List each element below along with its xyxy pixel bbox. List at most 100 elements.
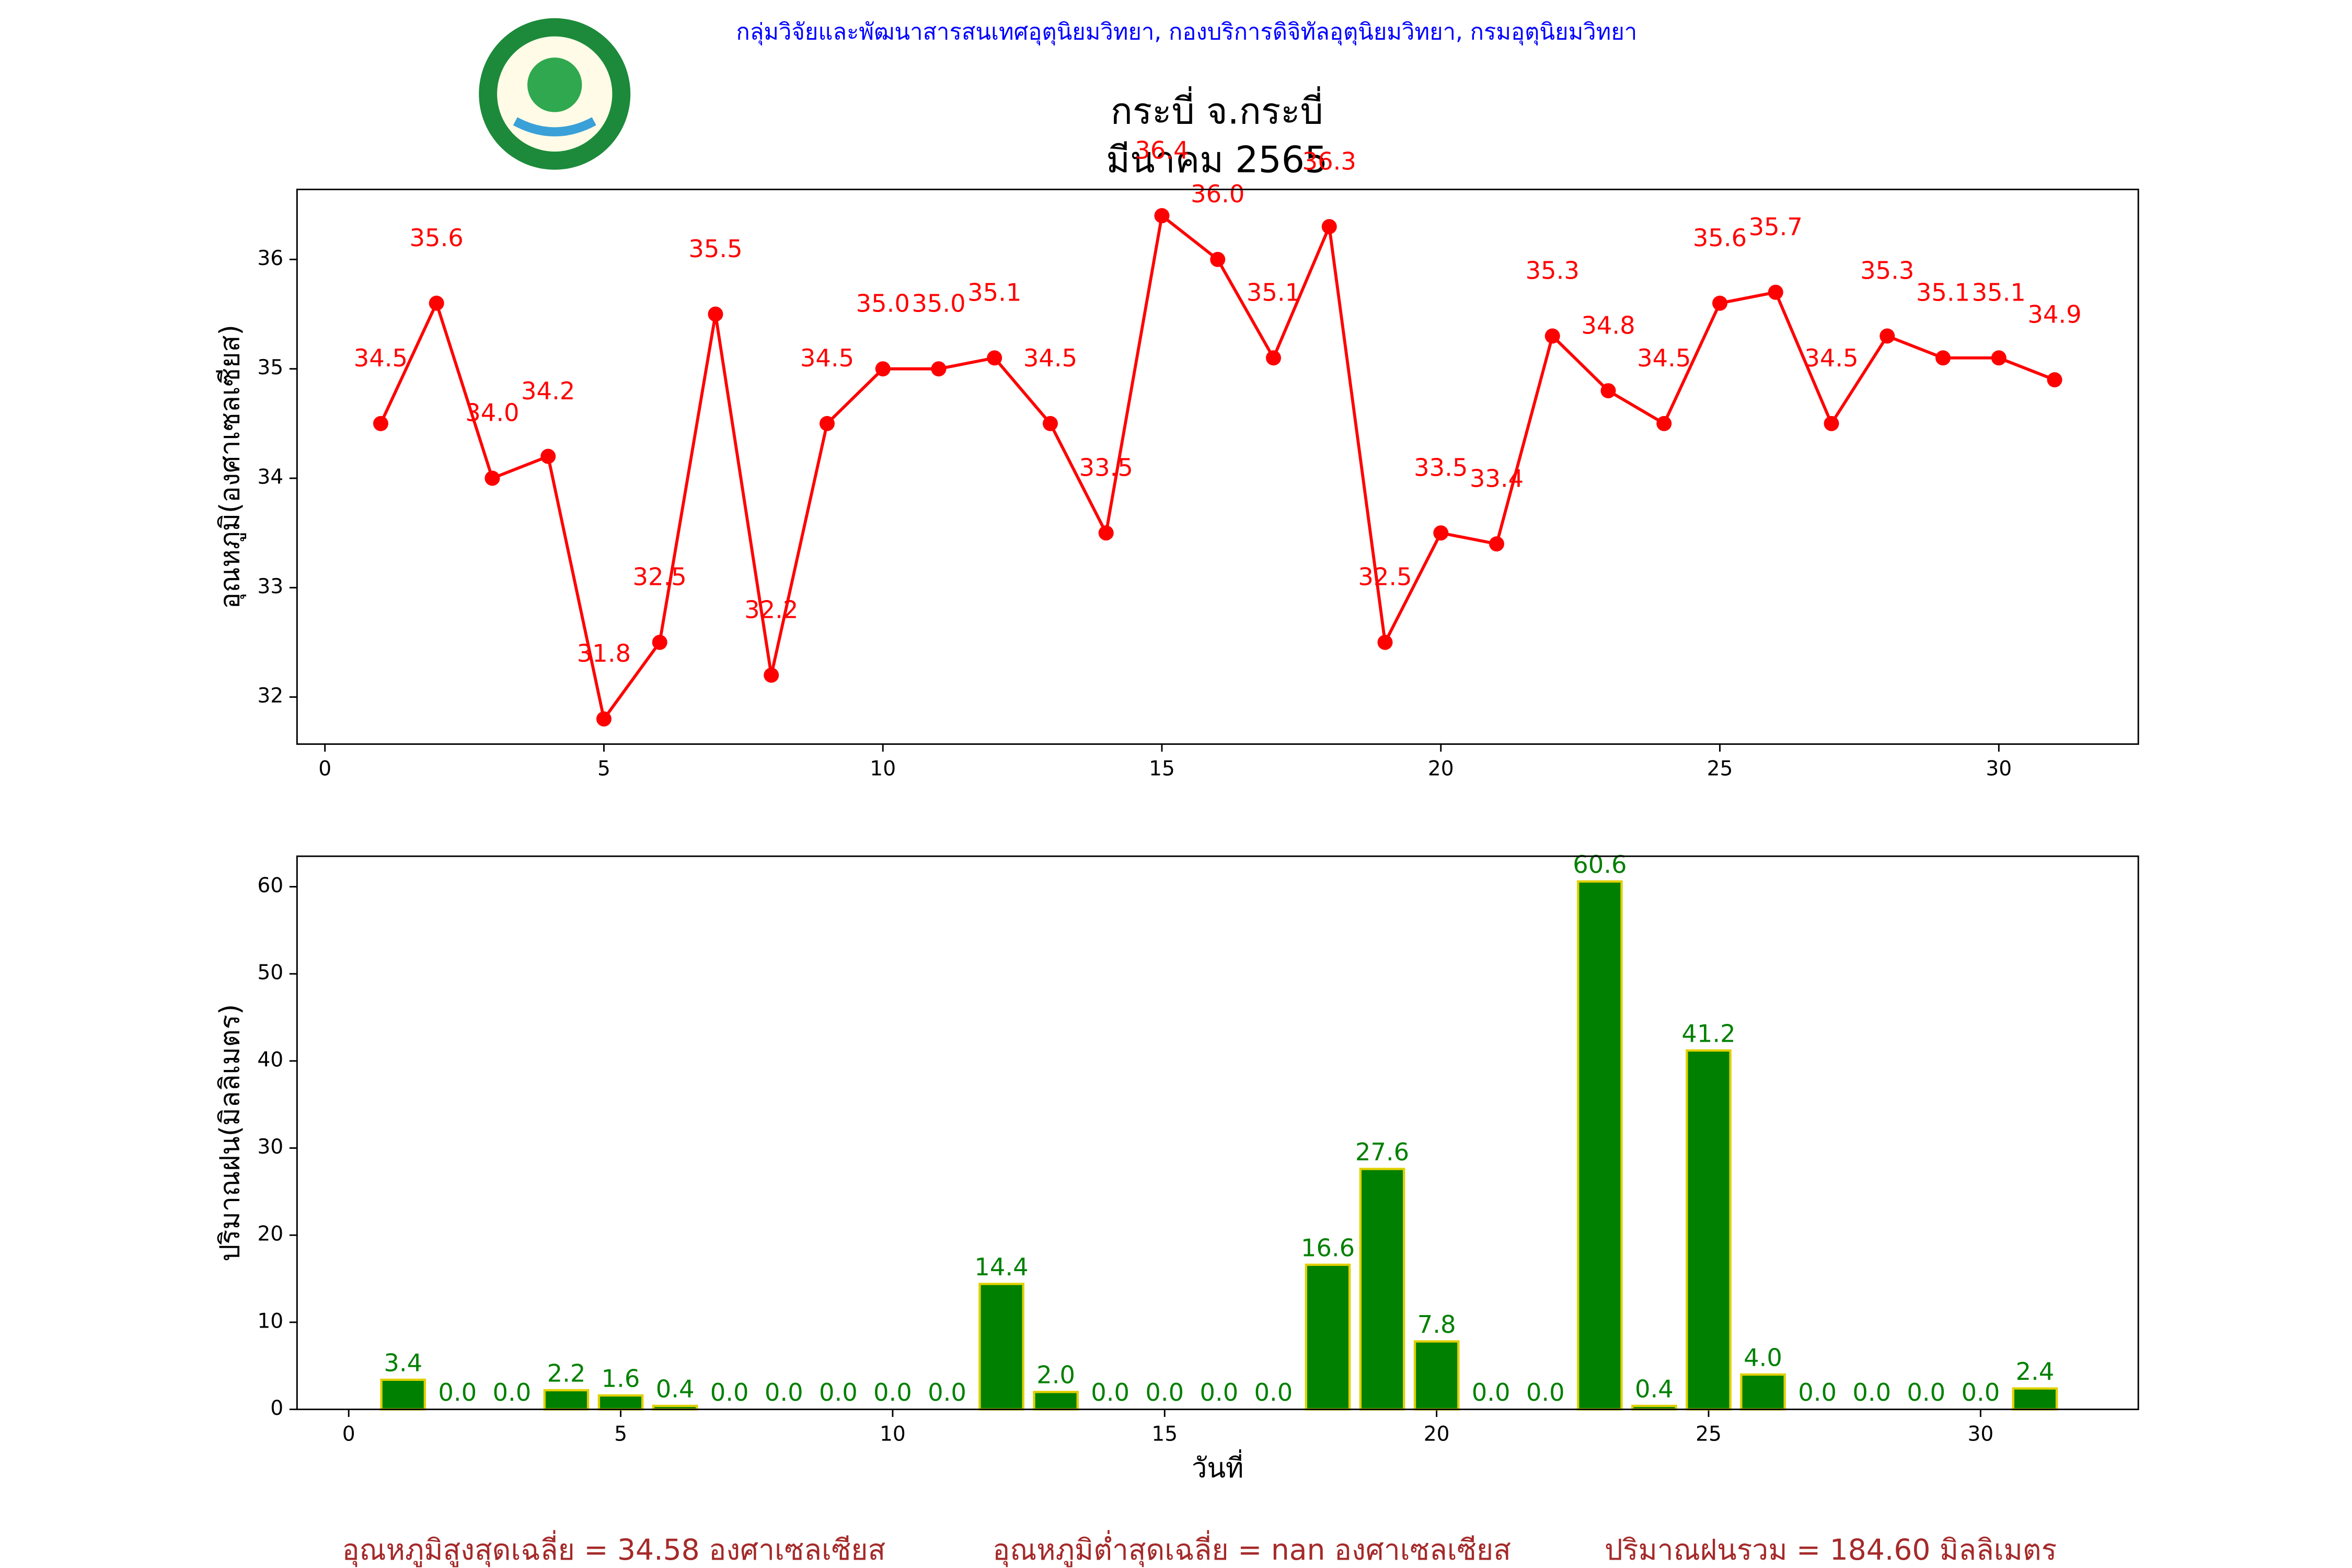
x-tick-label: 25 xyxy=(1696,1422,1722,1446)
y-tick-label: 0 xyxy=(270,1397,283,1420)
data-label: 0.0 xyxy=(1526,1378,1565,1406)
data-label: 0.0 xyxy=(1907,1378,1945,1406)
plot-frame xyxy=(296,855,2139,1410)
y-tick-label: 30 xyxy=(257,1135,283,1159)
data-point xyxy=(708,306,723,322)
data-label: 0.4 xyxy=(656,1375,695,1403)
data-label: 33.4 xyxy=(1470,464,1524,492)
data-point xyxy=(1600,383,1616,399)
data-label: 0.0 xyxy=(493,1378,532,1406)
data-label: 34.5 xyxy=(1804,344,1858,372)
data-label: 32.2 xyxy=(744,595,798,624)
data-label: 34.5 xyxy=(800,344,854,372)
data-label: 0.0 xyxy=(1472,1378,1511,1406)
x-tick-label: 25 xyxy=(1707,757,1733,780)
data-point xyxy=(1098,525,1114,541)
x-tick-label: 0 xyxy=(318,757,331,780)
logo-wave xyxy=(513,117,596,136)
data-label: 34.5 xyxy=(1023,344,1077,372)
data-label: 0.0 xyxy=(819,1378,858,1406)
data-label: 34.0 xyxy=(465,399,519,427)
data-point xyxy=(596,711,612,727)
x-tick-label: 30 xyxy=(1986,757,2012,780)
y-tick-label: 34 xyxy=(257,466,283,489)
stat: ปริมาณฝนรวม = 184.60 มิลลิเมตร xyxy=(1605,1533,2057,1566)
data-label: 35.5 xyxy=(688,235,742,263)
data-label: 36.3 xyxy=(1302,147,1356,175)
data-label: 33.5 xyxy=(1079,453,1133,481)
bar xyxy=(1359,1168,1405,1411)
data-label: 35.0 xyxy=(912,289,965,317)
data-label: 2.2 xyxy=(547,1359,586,1387)
data-point xyxy=(1321,219,1337,235)
chart-subtitle: มีนาคม 2565 xyxy=(1106,139,1328,181)
data-label: 0.0 xyxy=(438,1378,477,1406)
y-tick-label: 50 xyxy=(257,961,283,985)
bar-chart: 0 5 10 15 20 25 30 0 10 20 30 40 50 60 ปริมาณฝน(มิลลิเ… xyxy=(215,850,2139,1484)
data-label: 35.1 xyxy=(1972,278,2026,306)
x-tick-label: 15 xyxy=(1149,757,1175,780)
data-point xyxy=(1433,525,1449,541)
data-label: 0.0 xyxy=(1200,1378,1238,1406)
data-point xyxy=(1489,536,1504,552)
data-point xyxy=(1544,328,1560,344)
x-tick-label: 5 xyxy=(597,757,610,780)
y-tick-label: 32 xyxy=(257,684,283,708)
data-point xyxy=(931,361,947,377)
data-point xyxy=(1712,295,1728,311)
data-label: 4.0 xyxy=(1744,1343,1782,1371)
data-label: 35.0 xyxy=(856,289,910,317)
data-label: 0.0 xyxy=(873,1378,912,1406)
y-axis-label: อุณหภูมิ(องศาเซลเซียส) xyxy=(215,325,247,609)
data-label: 35.3 xyxy=(1860,257,1914,285)
data-label: 0.0 xyxy=(1254,1378,1293,1406)
x-tick-label: 15 xyxy=(1151,1422,1178,1446)
stat: อุณหภูมิต่ำสุดเฉลี่ย = nan องศาเซลเซียส xyxy=(993,1530,1511,1567)
data-label: 16.6 xyxy=(1301,1233,1355,1262)
data-point xyxy=(1824,416,1839,431)
data-label: 32.5 xyxy=(1358,563,1412,591)
data-point xyxy=(764,667,779,683)
bar xyxy=(978,1283,1024,1411)
x-tick-label: 10 xyxy=(880,1422,906,1446)
data-label: 35.7 xyxy=(1749,213,1803,241)
data-label: 35.1 xyxy=(1247,278,1300,306)
y-tick-label: 40 xyxy=(257,1048,283,1071)
data-label: 34.2 xyxy=(521,377,575,405)
chart-title: กระบี่ จ.กระบี่ xyxy=(1111,86,1323,132)
data-label: 7.8 xyxy=(1417,1310,1456,1339)
data-point xyxy=(819,416,835,431)
data-point xyxy=(1880,328,1895,344)
data-label: 35.1 xyxy=(967,278,1021,306)
y-tick-label: 36 xyxy=(257,247,283,270)
data-label: 33.5 xyxy=(1414,453,1468,481)
data-label: 0.0 xyxy=(1145,1378,1184,1406)
plot-frame xyxy=(296,188,2139,745)
data-label: 27.6 xyxy=(1355,1138,1409,1166)
data-point xyxy=(1377,635,1393,650)
data-point xyxy=(429,295,444,311)
data-label: 2.4 xyxy=(2016,1357,2055,1386)
data-label: 14.4 xyxy=(974,1253,1028,1281)
x-tick-label: 30 xyxy=(1967,1422,1993,1446)
x-tick-label: 0 xyxy=(342,1422,355,1446)
data-label: 0.0 xyxy=(1852,1378,1891,1406)
data-label: 36.4 xyxy=(1135,136,1189,164)
data-point xyxy=(987,350,1002,366)
logo xyxy=(479,18,631,170)
data-label: 31.8 xyxy=(577,639,631,667)
stat: อุณหภูมิสูงสุดเฉลี่ย = 34.58 องศาเซลเซีย… xyxy=(342,1530,885,1567)
data-label: 2.0 xyxy=(1036,1361,1075,1389)
data-label: 35.3 xyxy=(1526,257,1579,285)
y-tick-label: 33 xyxy=(257,575,283,598)
data-label: 3.4 xyxy=(384,1348,422,1377)
data-label: 41.2 xyxy=(1681,1019,1735,1047)
data-point xyxy=(1042,416,1058,431)
x-tick-label: 10 xyxy=(870,757,896,780)
bar xyxy=(1686,1049,1732,1411)
line-chart: 0 5 10 15 20 25 30 32 33 34 35 36 อุณหภูมิ(องศาเซลเซ… xyxy=(215,136,2139,780)
data-label: 1.6 xyxy=(602,1364,640,1392)
data-point xyxy=(1768,284,1783,300)
